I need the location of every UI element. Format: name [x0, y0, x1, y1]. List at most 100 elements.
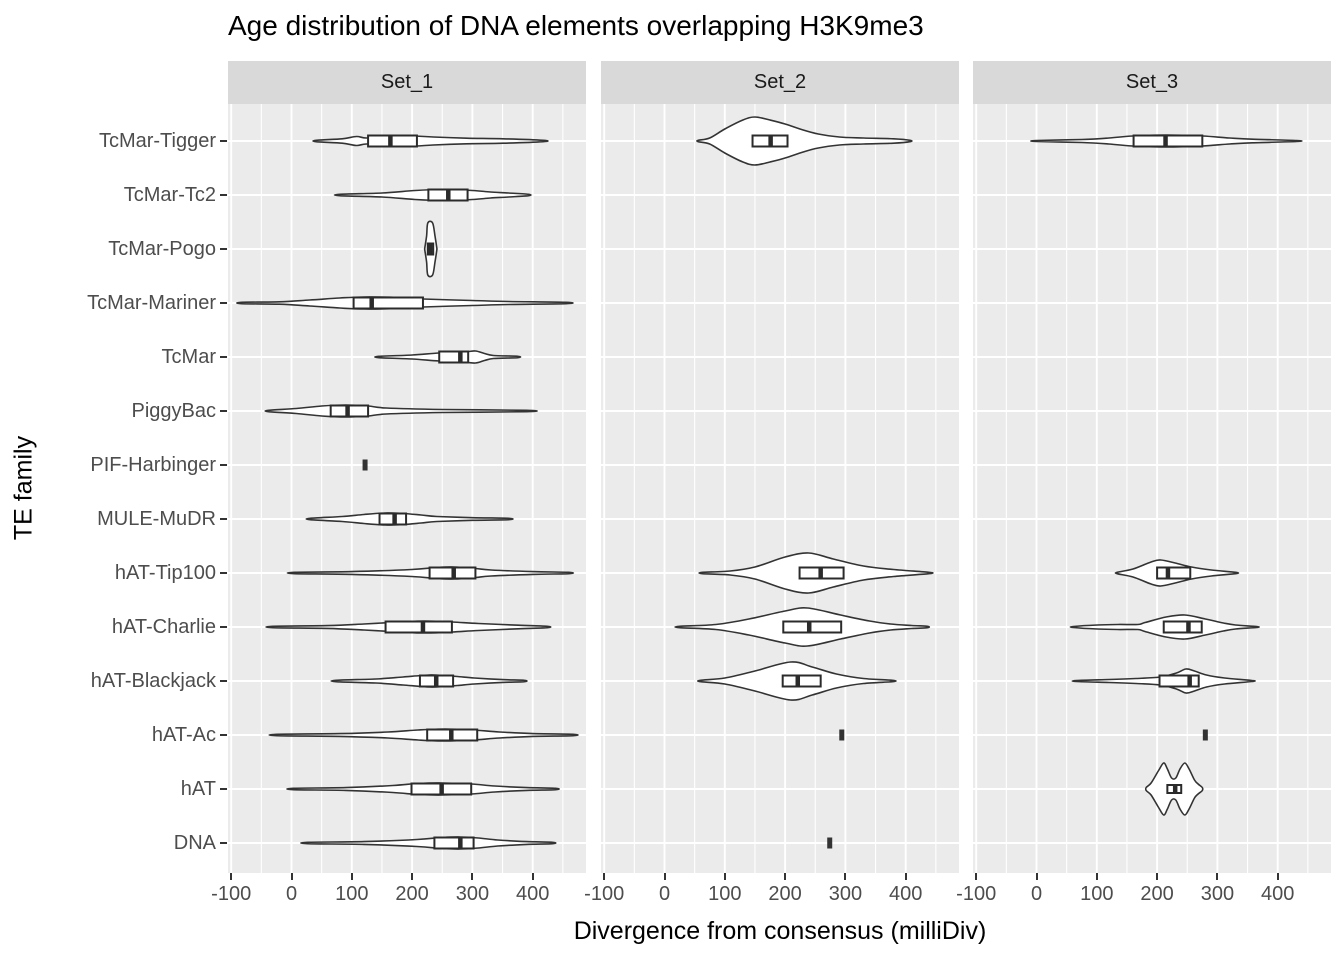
y-tick-mark [220, 140, 227, 142]
x-tick-mark [471, 873, 474, 880]
x-tick-label-Set_3-300: 300 [1200, 883, 1235, 905]
median-bar [451, 567, 456, 579]
x-tick-mark [1276, 873, 1279, 880]
x-tick-label-Set_2-200: 200 [768, 883, 802, 905]
x-tick-label-Set_1--100: -100 [211, 883, 252, 905]
median-bar [433, 675, 439, 687]
panel-Set_1 [228, 104, 586, 873]
y-tick-mark [220, 788, 227, 790]
y-tick-label-MULE-MuDR: MULE-MuDR [97, 508, 216, 530]
box [1132, 134, 1204, 148]
violin-Set_3-hAT-Ac [1202, 729, 1208, 741]
median-bar [388, 135, 393, 147]
y-tick-label-hAT-Tip100: hAT-Tip100 [114, 562, 216, 584]
violin-Set_1-hAT-Ac [268, 728, 579, 742]
median-bar [1187, 675, 1192, 687]
median-bar [768, 135, 773, 147]
x-tick-mark [603, 873, 606, 880]
violin-Set_1-DNA [299, 836, 557, 850]
degenerate-violin-dot [827, 837, 833, 849]
box [1158, 674, 1200, 688]
violin-Set_1-MULE-MuDR [305, 512, 514, 526]
violin-Set_1-TcMar [373, 350, 522, 364]
violin-Set_1-hAT-Charlie [265, 620, 552, 634]
panel-Set_3 [973, 104, 1331, 873]
x-axis-title: Divergence from consensus (milliDiv) [573, 917, 987, 945]
y-tick-mark [220, 842, 227, 844]
y-tick-mark [220, 572, 227, 574]
x-tick-label-Set_1-200: 200 [395, 883, 429, 905]
median-bar [1165, 567, 1171, 579]
x-tick-label-Set_3-400: 400 [1261, 883, 1295, 905]
violin-outline [268, 728, 579, 742]
violin-Set_2-hAT-Blackjack [696, 661, 897, 701]
violin-Set_1-TcMar-Tc2 [333, 188, 532, 202]
median-bar [1163, 135, 1168, 147]
panel-background [601, 104, 959, 873]
degenerate-violin-dot [839, 729, 845, 741]
facet-strip-Set_1: Set_1 [228, 61, 586, 104]
y-tick-mark [220, 194, 227, 196]
x-tick-mark [1216, 873, 1219, 880]
x-tick-label-Set_2-400: 400 [889, 883, 923, 905]
x-tick-label-Set_3-200: 200 [1140, 883, 1174, 905]
violin-Set_2-TcMar-Tigger [696, 116, 913, 166]
violin-Set_3-TcMar-Tigger [1030, 134, 1303, 148]
x-tick-label-Set_3-100: 100 [1080, 883, 1114, 905]
median-bar [420, 621, 426, 633]
x-tick-mark [230, 873, 233, 880]
violin-Set_2-hAT-Ac [839, 729, 845, 741]
x-tick-label-Set_1-100: 100 [335, 883, 369, 905]
median-bar [458, 837, 463, 849]
y-tick-label-TcMar-Tigger: TcMar-Tigger [98, 130, 216, 152]
x-tick-mark [1035, 873, 1038, 880]
panel-Set_2 [601, 104, 959, 873]
x-tick-label-Set_1-300: 300 [455, 883, 490, 905]
median-bar [458, 351, 463, 363]
degenerate-violin-dot [1202, 729, 1208, 741]
violin-Set_1-hAT [285, 782, 560, 796]
y-tick-mark [220, 734, 227, 736]
violin-Set_1-PiggyBac [264, 404, 538, 418]
violin-Set_1-hAT-Tip100 [286, 566, 575, 580]
panel-background [228, 104, 586, 873]
x-tick-mark [531, 873, 534, 880]
x-tick-mark [290, 873, 293, 880]
median-bar [427, 243, 433, 255]
x-tick-label-Set_1-400: 400 [516, 883, 550, 905]
y-tick-label-PIF-Harbinger: PIF-Harbinger [90, 454, 216, 476]
x-tick-label-Set_3--100: -100 [956, 883, 997, 905]
y-tick-mark [220, 248, 227, 250]
x-tick-mark [975, 873, 978, 880]
box [781, 674, 822, 688]
y-tick-mark [220, 626, 227, 628]
violin-outline [696, 116, 913, 166]
y-tick-label-hAT-Ac: hAT-Ac [151, 724, 216, 746]
x-tick-mark [723, 873, 726, 880]
box [433, 836, 475, 850]
box [1162, 620, 1203, 634]
y-tick-mark [220, 518, 227, 520]
y-tick-label-hAT-Charlie: hAT-Charlie [111, 616, 216, 638]
violin-Set_2-hAT-Charlie [674, 607, 931, 647]
x-tick-mark [1095, 873, 1098, 880]
median-bar [1186, 621, 1191, 633]
facet-strip-Set_3: Set_3 [973, 61, 1331, 104]
violin-Set_2-DNA [827, 837, 833, 849]
box [438, 350, 470, 364]
x-tick-label-Set_2-0: 0 [658, 883, 671, 905]
degenerate-violin-dot [362, 459, 368, 471]
x-tick-label-Set_2-100: 100 [708, 883, 742, 905]
violin-Set_1-hAT-Blackjack [330, 674, 528, 688]
median-bar [806, 621, 812, 633]
x-tick-mark [411, 873, 414, 880]
y-tick-mark [220, 680, 227, 682]
y-tick-mark [220, 356, 227, 358]
y-tick-label-TcMar-Mariner: TcMar-Mariner [87, 292, 216, 314]
x-tick-label-Set_1-0: 0 [285, 883, 298, 905]
box [782, 620, 843, 634]
violin-Set_3-hAT-Charlie [1069, 614, 1261, 640]
violin-Set_3-hAT [1144, 762, 1204, 816]
median-bar [439, 783, 444, 795]
